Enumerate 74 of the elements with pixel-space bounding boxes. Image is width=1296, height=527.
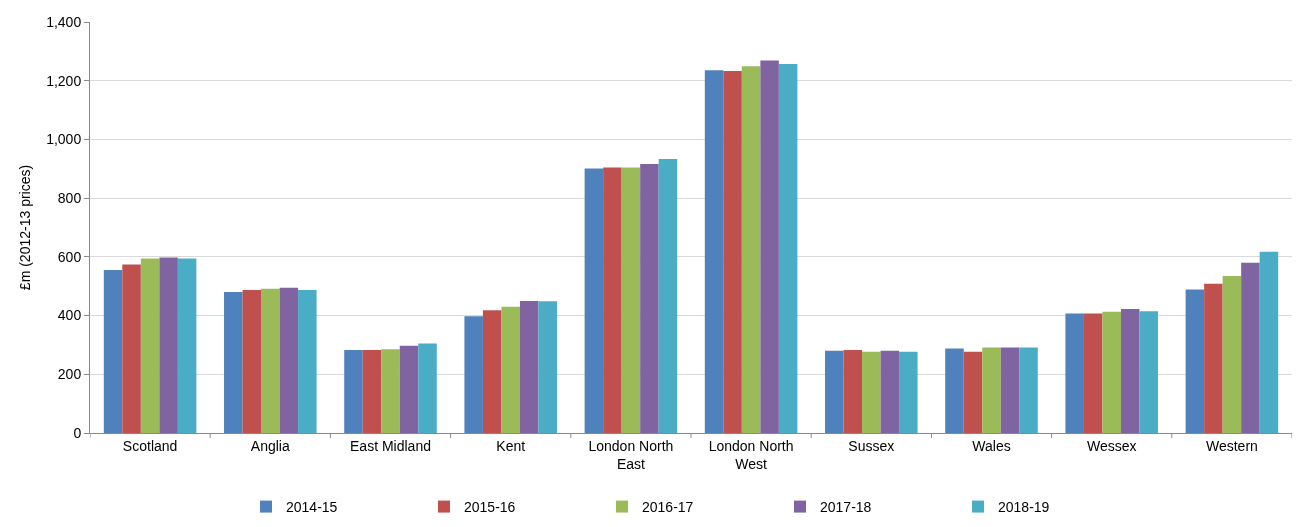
- bar: [862, 351, 881, 433]
- y-tick-label: 1,000: [46, 131, 82, 148]
- bar: [963, 351, 983, 433]
- bar: [723, 71, 742, 433]
- x-tick-label: Scotland: [122, 437, 178, 454]
- x-tick-label: London North West: [708, 437, 794, 472]
- bar: [177, 258, 197, 433]
- bar: [464, 316, 483, 433]
- bar: [640, 164, 659, 433]
- bar: [880, 350, 900, 433]
- bar: [1083, 313, 1103, 433]
- bar: [1000, 347, 1020, 433]
- bar: [760, 60, 779, 433]
- bar: [1120, 309, 1140, 433]
- y-tick-label: 200: [57, 366, 82, 383]
- bar: [519, 300, 539, 433]
- bar: [399, 345, 419, 433]
- bar: [242, 290, 262, 433]
- legend-label: 2015-16: [464, 499, 516, 516]
- bar: [825, 350, 844, 433]
- y-tick-label: 800: [57, 190, 82, 207]
- bar: [843, 349, 863, 433]
- bar: [1139, 311, 1158, 433]
- y-tick-label: 400: [57, 307, 82, 324]
- bar: [159, 257, 178, 433]
- bar: [1204, 283, 1223, 433]
- bar: [261, 288, 280, 433]
- bar: [584, 168, 604, 433]
- bar: [899, 351, 918, 433]
- bar: [103, 270, 123, 433]
- bar: [945, 348, 964, 433]
- bar: [982, 347, 1001, 433]
- y-tick-label: 600: [57, 248, 82, 265]
- x-tick-label: London North East: [588, 437, 674, 472]
- bar: [362, 349, 382, 433]
- legend-label: 2017-18: [820, 499, 872, 516]
- legend-label: 2018-19: [998, 499, 1050, 516]
- bar: [658, 159, 678, 433]
- legend-label: 2014-15: [286, 499, 338, 516]
- bar: [778, 63, 798, 433]
- bar: [224, 292, 243, 433]
- bar: [1102, 311, 1121, 433]
- x-tick-label: Anglia: [250, 437, 290, 454]
- y-tick-label: 1,400: [46, 13, 82, 30]
- bar: [1065, 313, 1084, 433]
- bar: [1185, 289, 1205, 433]
- x-tick-label: Wessex: [1086, 437, 1137, 454]
- bar: [418, 343, 437, 433]
- y-axis-title: £m (2012-13 prices): [16, 164, 33, 291]
- bar: [482, 310, 502, 433]
- x-tick-label: Kent: [496, 437, 526, 454]
- bar: [741, 66, 761, 433]
- bar: [501, 306, 520, 433]
- x-tick-label: Wales: [972, 437, 1011, 454]
- x-tick-label: Sussex: [848, 437, 895, 454]
- x-tick-label: East Midland: [350, 437, 431, 454]
- x-tick-label: Western: [1205, 437, 1258, 454]
- bar: [621, 167, 641, 433]
- bar: [279, 287, 299, 433]
- bar: [1019, 347, 1038, 433]
- bar: [704, 70, 724, 433]
- bar: [122, 264, 141, 433]
- bar: [381, 349, 400, 433]
- bar: [538, 301, 557, 433]
- legend-label: 2016-17: [642, 499, 694, 516]
- y-tick-label: 0: [73, 424, 82, 441]
- bar: [344, 349, 363, 433]
- bar: [298, 290, 317, 433]
- bar: [603, 167, 622, 433]
- bar: [1241, 262, 1260, 433]
- bar: [140, 258, 160, 433]
- bar: [1259, 251, 1279, 433]
- bar: [1222, 275, 1242, 433]
- y-tick-label: 1,200: [46, 72, 82, 89]
